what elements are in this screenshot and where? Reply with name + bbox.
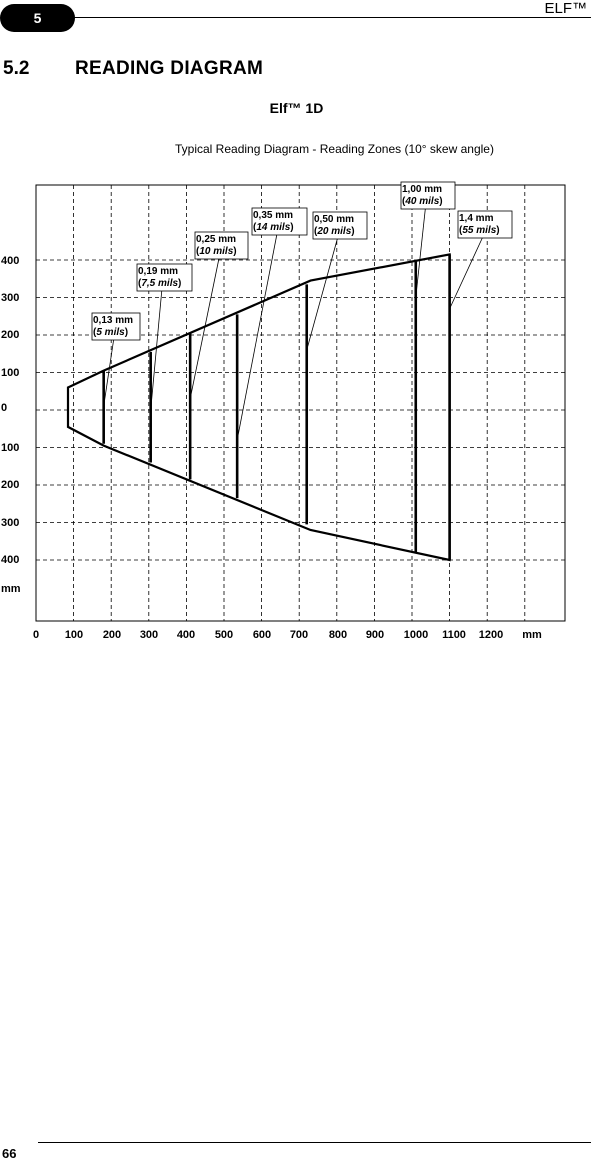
diagram-subtitle: Typical Reading Diagram - Reading Zones … (175, 142, 494, 156)
zone-mils: (5 mils) (93, 327, 128, 338)
zone-label-box (457, 210, 513, 239)
section-number: 5.2 (3, 58, 30, 79)
x-tick-label: 800 (329, 629, 347, 641)
footer-rule (38, 1142, 591, 1143)
y-tick-label: 200 (1, 329, 19, 341)
zone-resolution: 1,4 mm (459, 213, 494, 224)
y-tick-label: 300 (1, 292, 19, 304)
x-tick-label: 700 (290, 629, 308, 641)
zone-resolution: 0,19 mm (138, 266, 178, 277)
x-tick-label: 400 (177, 629, 195, 641)
x-unit-label: mm (522, 629, 542, 641)
zone-label: 1,00 mm(40 mils) (400, 181, 456, 210)
leader-line (449, 237, 483, 309)
zone-label: 0,13 mm(5 mils) (91, 312, 141, 341)
zone-label-box (91, 312, 141, 341)
x-tick-label: 500 (215, 629, 233, 641)
leader-line (306, 238, 338, 351)
zone-label-box (194, 231, 249, 260)
chapter-badge: 5 (0, 4, 75, 32)
header-rule (40, 17, 591, 18)
x-tick-label: 600 (253, 629, 271, 641)
zone-resolution: 0,50 mm (314, 214, 354, 225)
leader-line (236, 234, 278, 441)
zone-mils: (40 mils) (402, 196, 443, 207)
zone-label: 1,4 mm(55 mils) (457, 210, 513, 239)
zone-resolution: 0,25 mm (196, 234, 236, 245)
zone-labels: 0,13 mm(5 mils)0,19 mm(7,5 mils)0,25 mm(… (91, 181, 513, 341)
x-tick-label: 900 (366, 629, 384, 641)
zone-lines (102, 254, 451, 560)
grid-frame (35, 184, 566, 622)
grid (35, 184, 566, 622)
zone-resolution: 0,35 mm (253, 210, 293, 221)
x-tick-label: 100 (65, 629, 83, 641)
zone-mils: (10 mils) (196, 246, 237, 257)
leader-line (415, 208, 426, 298)
zone-resolution: 1,00 mm (402, 184, 442, 195)
y-tick-label: 300 (1, 517, 19, 529)
y-tick-label: 400 (1, 255, 19, 267)
envelope-outline (66, 253, 451, 562)
x-tick-label: 300 (140, 629, 158, 641)
zone-label: 0,35 mm(14 mils) (251, 207, 308, 236)
zone-resolution: 0,13 mm (93, 315, 133, 326)
zone-mils: (7,5 mils) (138, 278, 181, 289)
y-tick-label: 400 (1, 554, 19, 566)
zone-mils: (20 mils) (314, 226, 355, 237)
leader-line (103, 339, 114, 407)
zone-label-box (312, 211, 368, 240)
x-tick-label: 200 (103, 629, 121, 641)
leader-line (189, 258, 220, 399)
leader-line (150, 290, 163, 411)
zone-mils: (55 mils) (459, 225, 500, 236)
y-tick-label: 0 (1, 402, 7, 414)
label-leaders (103, 208, 483, 441)
x-tick-label: 1200 (479, 629, 503, 641)
page-number: 66 (2, 1146, 17, 1161)
reading-diagram: 0,13 mm(5 mils)0,19 mm(7,5 mils)0,25 mm(… (1, 181, 566, 641)
x-tick-label: 0 (33, 629, 39, 641)
y-unit-label: mm (1, 583, 21, 595)
zone-label: 0,25 mm(10 mils) (194, 231, 249, 260)
zone-label: 0,19 mm(7,5 mils) (136, 263, 193, 292)
y-tick-label: 200 (1, 479, 19, 491)
diagram-title: Elf™ 1D (269, 100, 324, 116)
x-tick-label: 1100 (442, 629, 466, 641)
reading-envelope (66, 253, 451, 562)
x-tick-label: 1000 (404, 629, 428, 641)
zone-label-box (251, 207, 308, 236)
zone-label-box (136, 263, 193, 292)
zone-mils: (14 mils) (253, 222, 294, 233)
y-tick-label: 100 (1, 367, 19, 379)
x-axis-ticks: 0 100 200 300 400 500 600 700 800 900 1000 1100 1200… (33, 629, 542, 641)
y-tick-label: 100 (1, 442, 19, 454)
zone-label-box (400, 181, 456, 210)
section-title: READING DIAGRAM (75, 58, 264, 79)
y-axis-ticks: 400 300 200 100 0 100 200 300 400 mm (1, 255, 21, 595)
zone-label: 0,50 mm(20 mils) (312, 211, 368, 240)
product-title: ELF™ (544, 0, 587, 17)
